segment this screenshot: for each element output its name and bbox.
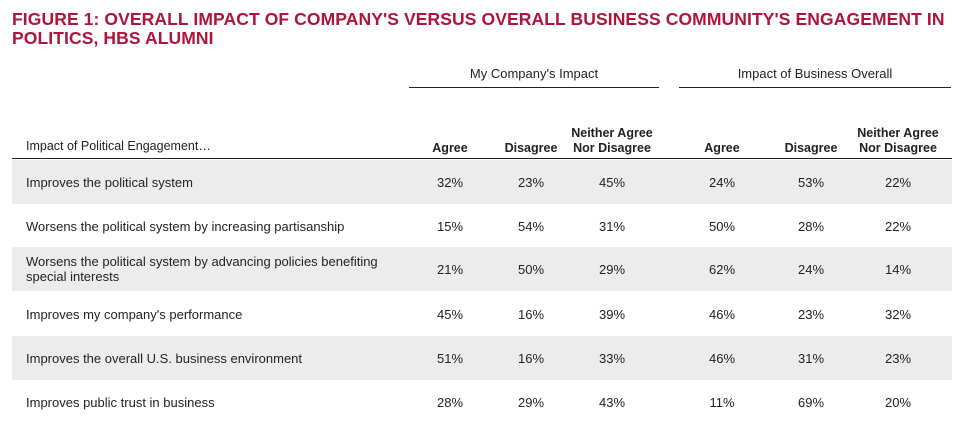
table-cell: 14%	[884, 261, 912, 277]
table-cell: 50%	[517, 261, 545, 277]
table-cell: 15%	[436, 218, 464, 234]
table-cell: 31%	[797, 350, 825, 366]
group-header-business-overall: Impact of Business Overall	[679, 64, 951, 88]
figure-title: FIGURE 1: OVERALL IMPACT OF COMPANY'S VE…	[12, 9, 945, 48]
table-cell: 32%	[436, 174, 464, 190]
table-cell: 23%	[517, 174, 545, 190]
row-label: Worsens the political system by increasi…	[26, 218, 345, 234]
row-label: Worsens the political system by advancin…	[26, 254, 378, 284]
row-label: Improves the overall U.S. business envir…	[26, 350, 303, 366]
column-header-business-neither: Neither Agree Nor Disagree	[857, 126, 939, 155]
group-header-my-company: My Company's Impact	[409, 64, 659, 88]
table-cell: 22%	[884, 218, 912, 234]
table-cell: 69%	[797, 394, 825, 410]
column-header-business-disagree: Disagree	[784, 141, 838, 155]
table-row: Improves public trust in business 28% 29% 4…	[12, 380, 952, 424]
table-cell: 46%	[708, 306, 736, 322]
table-cell: 43%	[598, 394, 626, 410]
table-cell: 45%	[598, 174, 626, 190]
table-cell: 28%	[797, 218, 825, 234]
table-cell: 28%	[436, 394, 464, 410]
table-cell: 11%	[709, 394, 735, 410]
table-cell: 16%	[517, 306, 545, 322]
table-cell: 23%	[797, 306, 825, 322]
table-cell: 33%	[598, 350, 626, 366]
table-cell: 24%	[708, 174, 736, 190]
table-cell: 29%	[517, 394, 545, 410]
column-header-business-agree: Agree	[704, 141, 740, 155]
table-cell: 29%	[598, 261, 626, 277]
table-cell: 46%	[708, 350, 736, 366]
column-header-company-neither: Neither Agree Nor Disagree	[571, 126, 653, 155]
table-row: Improves the political system 32% 23% 45% 24…	[12, 160, 952, 204]
column-header-company-disagree: Disagree	[504, 141, 558, 155]
table-row: Improves the overall U.S. business envir…	[12, 336, 952, 380]
table-cell: 51%	[436, 350, 464, 366]
table-row: Worsens the political system by increasi…	[12, 204, 952, 248]
table-cell: 31%	[598, 218, 626, 234]
row-label: Improves public trust in business	[26, 394, 215, 410]
table-cell: 53%	[797, 174, 825, 190]
table-cell: 50%	[708, 218, 736, 234]
table-cell: 16%	[517, 350, 545, 366]
row-header-label: Impact of Political Engagement…	[26, 139, 211, 153]
table-cell: 23%	[884, 350, 912, 366]
header-divider	[12, 158, 952, 159]
table-cell: 62%	[708, 261, 736, 277]
table-cell: 39%	[598, 306, 626, 322]
column-header-company-agree: Agree	[432, 141, 468, 155]
table-cell: 22%	[884, 174, 912, 190]
table-row: Improves my company's performance 45% 16% 3…	[12, 292, 952, 336]
table-cell: 32%	[884, 306, 912, 322]
row-label: Improves the political system	[26, 174, 193, 190]
row-label: Improves my company's performance	[26, 306, 243, 322]
table-cell: 20%	[884, 394, 912, 410]
table-cell: 54%	[517, 218, 545, 234]
table-cell: 45%	[436, 306, 464, 322]
table-row: Worsens the political system by advancin…	[12, 247, 952, 291]
table-cell: 21%	[436, 261, 464, 277]
table-cell: 24%	[797, 261, 825, 277]
